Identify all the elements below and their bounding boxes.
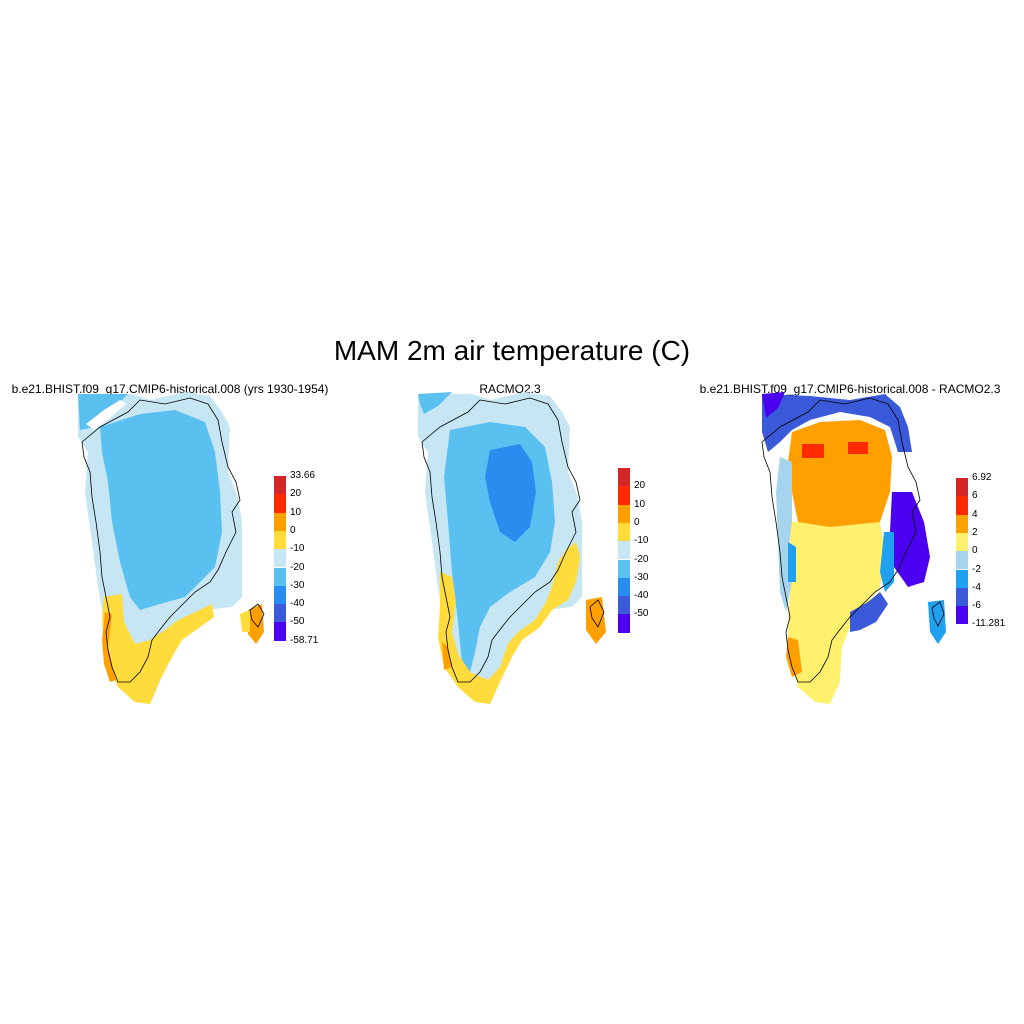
region-east-margin bbox=[890, 492, 930, 587]
colorbar-box bbox=[618, 596, 630, 615]
region-southwest-warm bbox=[102, 612, 116, 682]
colorbar-label: 0 bbox=[972, 545, 978, 557]
colorbar-box bbox=[274, 585, 286, 605]
colorbar-label: -10 bbox=[634, 535, 649, 547]
colorbar-label: 0 bbox=[634, 516, 640, 528]
panel-racmo: RACMO2.3 -50 -40 -30 -20 -10 0 10 20 bbox=[340, 382, 680, 712]
coastline-island bbox=[589, 599, 605, 628]
colorbar-box bbox=[274, 622, 286, 641]
region-northwest-white bbox=[86, 400, 126, 430]
colorbar-box bbox=[956, 587, 968, 607]
colorbar-box bbox=[618, 559, 630, 578]
colorbar-label: -2 bbox=[972, 563, 981, 575]
colorbar-label: -11.281 bbox=[972, 618, 1006, 630]
region-hotspot-west bbox=[802, 444, 824, 458]
figure-title: MAM 2m air temperature (C) bbox=[333, 335, 691, 366]
colorbar-label: 2 bbox=[972, 526, 978, 538]
colorbar-box bbox=[618, 614, 630, 633]
region-southeast-warm bbox=[586, 597, 606, 644]
region-north-central bbox=[788, 420, 892, 527]
greenland-map bbox=[78, 392, 265, 704]
colorbar-label: 6.92 bbox=[972, 472, 992, 483]
colorbar-box bbox=[956, 551, 968, 570]
region-summit-cold bbox=[485, 444, 536, 542]
region-island bbox=[928, 600, 946, 644]
colorbar-label: 10 bbox=[634, 498, 646, 510]
colorbar-box bbox=[956, 496, 968, 515]
colorbar-box bbox=[956, 569, 968, 588]
colorbar-label: -50 bbox=[634, 608, 649, 620]
colorbar-box bbox=[956, 514, 968, 533]
coastline-island bbox=[249, 603, 265, 628]
panel-difference: b.e21.BHIST.f09_g17.CMIP6-historical.008… bbox=[680, 382, 1020, 712]
region-southwest-warm bbox=[786, 637, 802, 677]
greenland-map bbox=[761, 392, 946, 704]
colorbar-label: -30 bbox=[290, 579, 305, 591]
coastline bbox=[421, 397, 581, 683]
colorbar-label: 10 bbox=[290, 506, 302, 518]
colorbar-label: -20 bbox=[634, 553, 649, 565]
region-south-coast bbox=[438, 542, 580, 704]
region-southeast-warm-2 bbox=[240, 610, 250, 632]
colorbar-label: -4 bbox=[972, 581, 981, 593]
panel-model: b.e21.BHIST.f09_g17.CMIP6-historical.008… bbox=[0, 382, 340, 712]
region-southeast-cold bbox=[850, 592, 888, 632]
colorbar-label: -40 bbox=[290, 598, 305, 610]
region-southeast-warm bbox=[248, 604, 264, 644]
colorbar-box bbox=[274, 604, 286, 623]
colorbar-label: -10 bbox=[290, 543, 305, 555]
coastline bbox=[761, 397, 921, 683]
colorbar-label: 4 bbox=[972, 508, 978, 520]
colorbar-label: -30 bbox=[634, 571, 649, 583]
colorbar-label: 20 bbox=[634, 480, 646, 492]
region-northwest bbox=[418, 392, 452, 414]
colorbar-box bbox=[274, 530, 286, 550]
region-hotspot-east bbox=[848, 442, 868, 454]
colorbar-label: 0 bbox=[290, 524, 296, 536]
colorbar-box bbox=[618, 522, 630, 542]
region-north-margin bbox=[762, 394, 912, 452]
panel-title: b.e21.BHIST.f09_g17.CMIP6-historical.008… bbox=[11, 382, 329, 396]
colorbar-box bbox=[956, 532, 968, 552]
colorbar-box bbox=[956, 478, 968, 497]
colorbar-box bbox=[274, 476, 286, 495]
region-east-margin-light bbox=[880, 532, 894, 592]
panel-title: b.e21.BHIST.f09_g17.CMIP6-historical.008… bbox=[699, 382, 1001, 396]
colorbar-box bbox=[618, 504, 630, 523]
colorbar-box bbox=[618, 468, 630, 487]
colorbar-box bbox=[274, 567, 286, 586]
coastline bbox=[81, 397, 241, 683]
coastline-island bbox=[931, 601, 945, 627]
colorbar-label: -58.71 bbox=[290, 634, 319, 646]
colorbar-box bbox=[956, 606, 968, 625]
colorbar-box bbox=[274, 512, 286, 531]
colorbar-label: 33.66 bbox=[290, 470, 316, 481]
colorbar-box bbox=[274, 494, 286, 513]
colorbar-box bbox=[618, 541, 630, 560]
region-south bbox=[788, 522, 885, 704]
colorbar-box bbox=[618, 486, 630, 505]
colorbar-label: 20 bbox=[290, 488, 302, 500]
region-north-margin-purple bbox=[762, 392, 785, 418]
region-south-coast bbox=[102, 594, 214, 704]
colorbar-label: -6 bbox=[972, 600, 981, 612]
colorbar-box bbox=[274, 549, 286, 568]
colorbar-label: -50 bbox=[290, 616, 305, 628]
colorbar-label: -20 bbox=[290, 561, 305, 573]
colorbar-label: -40 bbox=[634, 590, 649, 602]
colorbar-label: 6 bbox=[972, 490, 978, 502]
greenland-map bbox=[418, 392, 606, 704]
region-interior bbox=[100, 410, 222, 610]
region-southwest-warm bbox=[442, 642, 452, 670]
region-west-margin-blue bbox=[788, 542, 796, 582]
colorbar-box bbox=[618, 577, 630, 597]
